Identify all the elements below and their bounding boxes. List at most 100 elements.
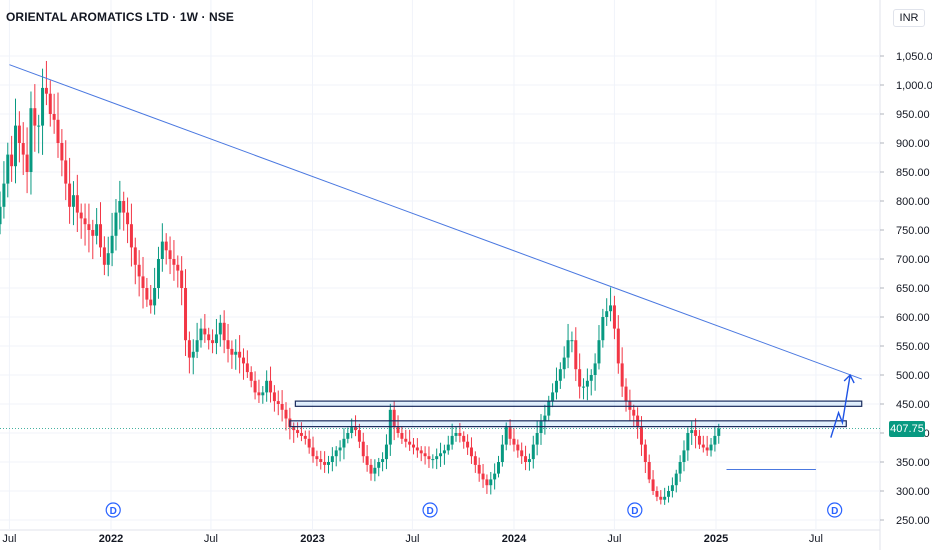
candle-body	[446, 444, 450, 451]
candle-body	[272, 392, 276, 402]
candle-body	[717, 428, 721, 436]
time-tick-label: Jul	[204, 533, 218, 545]
candle-body	[466, 441, 470, 448]
candle-body	[176, 264, 180, 271]
candle-body	[632, 409, 636, 416]
candle-body	[628, 401, 632, 410]
candle-body	[404, 438, 408, 442]
candle-body	[17, 125, 21, 143]
candle-body	[601, 317, 605, 341]
candle-body	[141, 276, 145, 288]
candle-body	[412, 444, 415, 448]
time-tick-label: Jul	[2, 533, 16, 545]
candle-body	[276, 401, 280, 404]
candle-body	[261, 392, 265, 396]
candle-body	[709, 444, 713, 451]
dividend-marker[interactable]	[422, 502, 438, 518]
candle-body	[149, 299, 153, 306]
candle-body	[605, 311, 609, 317]
price-tick-label: 850.00	[896, 167, 930, 179]
candle-body	[342, 438, 346, 448]
candle-body	[203, 328, 207, 335]
candle-body	[126, 212, 130, 225]
candle-body	[589, 375, 593, 381]
candle-body	[99, 224, 103, 248]
drawings[interactable]	[0, 64, 880, 471]
candle-body	[114, 212, 118, 236]
candle-body	[682, 450, 686, 462]
candle-body	[566, 340, 570, 358]
dividend-marker-label: D	[631, 506, 638, 517]
price-tick-label: 650.00	[896, 283, 930, 295]
dividend-marker[interactable]	[827, 502, 843, 518]
candle-body	[620, 363, 624, 387]
candle-body	[562, 357, 566, 370]
candle-body	[156, 259, 160, 288]
dividend-marker-label: D	[831, 506, 838, 517]
candle-body	[458, 433, 462, 436]
candle-body	[218, 322, 222, 335]
candle-body	[659, 496, 663, 500]
currency-label[interactable]: INR	[893, 9, 925, 27]
candle-body	[450, 435, 454, 445]
price-tick-label: 500.00	[896, 370, 930, 382]
time-tick-label: Jul	[809, 533, 823, 545]
candle-body	[616, 328, 620, 364]
dividend-marker[interactable]	[105, 502, 121, 518]
candle-body	[25, 154, 29, 172]
candle-body	[91, 230, 95, 236]
projection-path[interactable]	[830, 374, 851, 438]
candle-body	[531, 444, 535, 460]
candle-body	[60, 143, 64, 161]
price-tick-label: 950.00	[896, 109, 930, 121]
candle-body	[44, 87, 48, 94]
candle-body	[381, 459, 385, 462]
candle-body	[570, 340, 574, 342]
candle-body	[330, 456, 334, 462]
candle-body	[678, 462, 682, 474]
candle-body	[365, 456, 369, 465]
resistance-zone[interactable]	[294, 400, 863, 407]
candle-body	[350, 427, 354, 433]
price-axis[interactable]: 1,050.00 1,000.00 950.00 900.00 850.00 800.00…	[880, 51, 932, 527]
candle-body	[655, 491, 659, 497]
candle-body	[520, 450, 524, 457]
candle-body	[106, 253, 110, 265]
candle-body	[253, 380, 257, 393]
candle-body	[516, 444, 520, 451]
candle-body	[245, 363, 249, 373]
candle-body	[307, 438, 311, 448]
candle-body	[334, 450, 338, 457]
candle-body	[323, 462, 327, 465]
candle-body	[2, 183, 6, 207]
price-tick-label: 800.00	[896, 196, 930, 208]
candle-body	[469, 447, 473, 457]
candle-body	[211, 340, 215, 344]
candle-body	[226, 340, 230, 349]
candle-body	[427, 456, 431, 460]
candle-body	[122, 201, 126, 213]
candle-body	[110, 235, 114, 254]
dividend-marker[interactable]	[627, 502, 643, 518]
candle-body	[670, 485, 674, 491]
candle-body	[102, 247, 106, 265]
candle-body	[419, 450, 423, 454]
candle-body	[129, 224, 133, 248]
candle-body	[477, 464, 481, 474]
candle-body	[222, 322, 226, 341]
trend-line[interactable]	[9, 64, 862, 380]
candle-body	[431, 459, 435, 461]
candle-body	[280, 404, 284, 410]
candle-body	[651, 479, 655, 491]
time-axis[interactable]: Jul 2022 Jul 2023 Jul 2024 Jul 2025 Jul	[2, 533, 823, 545]
price-tick-label: 900.00	[896, 138, 930, 150]
resistance-zone[interactable]	[289, 420, 847, 428]
candle-body	[168, 250, 172, 259]
candle-body	[493, 473, 497, 480]
candle-body	[667, 491, 671, 497]
price-tick-label: 250.00	[896, 515, 930, 527]
symbol-title[interactable]: ORIENTAL AROMATICS LTD · 1W · NSE	[6, 10, 234, 24]
